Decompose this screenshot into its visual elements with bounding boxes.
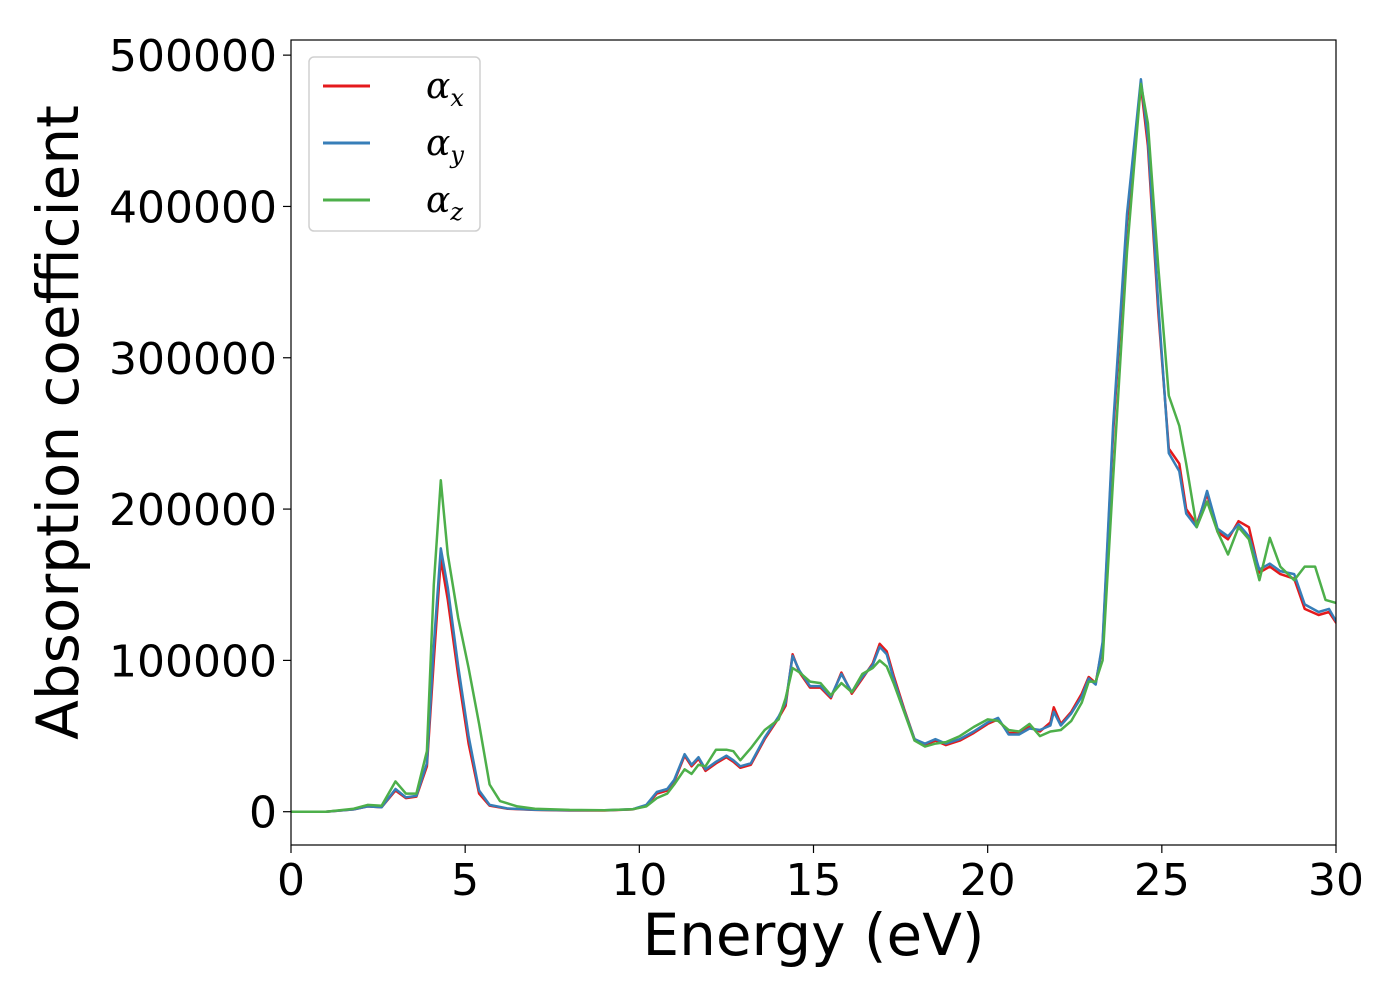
y-axis-title: Absorption coefficient — [24, 105, 92, 740]
x-axis-title: Energy (eV) — [642, 901, 984, 969]
x-tick-label: 0 — [277, 855, 305, 906]
x-axis: 0 5 10 15 20 25 30 — [277, 845, 1364, 906]
series-line-alpha-y — [291, 78, 1336, 813]
series-line-alpha-z — [291, 82, 1336, 813]
x-tick-label: 5 — [451, 855, 479, 906]
x-tick-label: 25 — [1134, 855, 1190, 906]
x-tick-label: 30 — [1308, 855, 1364, 906]
x-tick-label: 15 — [786, 855, 842, 906]
legend: αx αy αz — [308, 56, 481, 232]
legend-label-alpha-x: αx — [426, 66, 464, 112]
series-layer — [291, 78, 1336, 813]
x-tick-label: 20 — [960, 855, 1016, 906]
y-tick-label: 300000 — [109, 334, 277, 385]
legend-label-alpha-z: αz — [426, 180, 463, 226]
legend-box — [308, 56, 481, 232]
y-tick-label: 500000 — [109, 31, 277, 82]
legend-label-alpha-y: αy — [426, 123, 464, 169]
x-tick-label: 10 — [611, 855, 667, 906]
y-tick-label: 400000 — [109, 182, 277, 233]
y-tick-label: 200000 — [109, 485, 277, 536]
y-tick-label: 0 — [249, 788, 277, 839]
y-tick-label: 100000 — [109, 636, 277, 687]
y-axis: 0 100000 200000 300000 400000 500000 — [109, 31, 291, 839]
